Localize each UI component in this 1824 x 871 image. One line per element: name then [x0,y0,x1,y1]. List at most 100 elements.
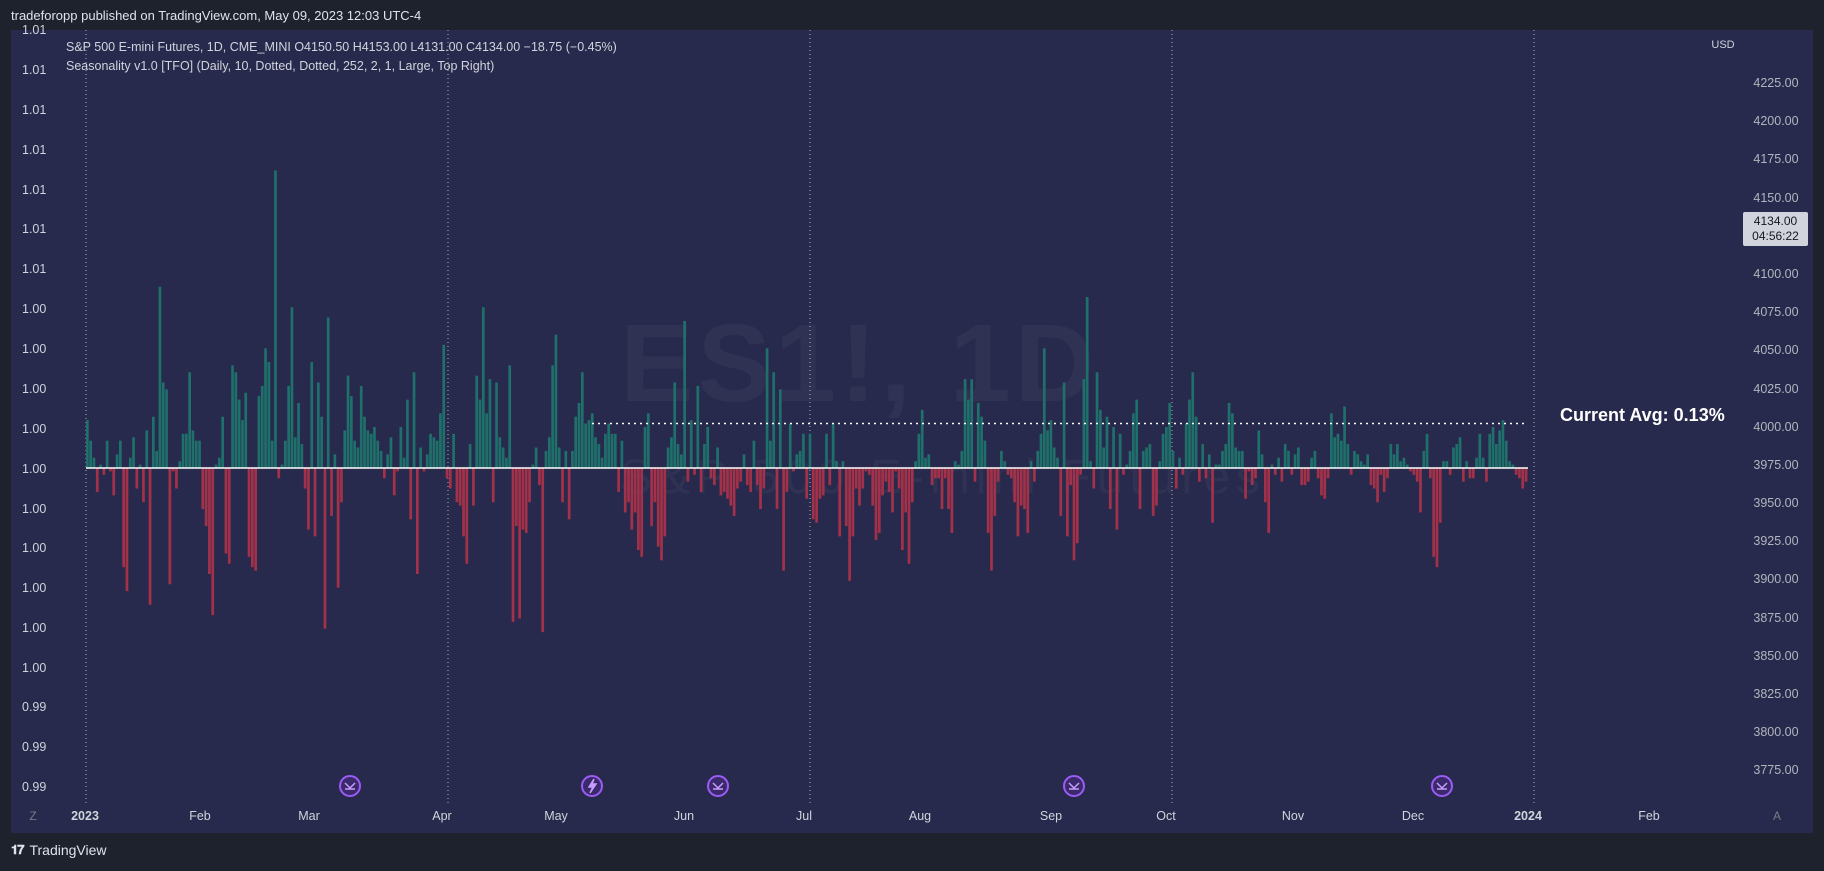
positive-bar [237,399,241,468]
negative-bar [1247,468,1251,472]
positive-bar [478,399,482,468]
positive-bar [300,444,304,468]
negative-bar [1448,468,1452,475]
left-axis-label: 1.00 [22,382,46,396]
positive-bar [960,450,964,468]
positive-bar [604,433,607,468]
negative-bar [122,468,126,568]
positive-bar [825,433,828,468]
positive-bar [551,365,554,468]
negative-bar [125,468,129,592]
indicator-legend[interactable]: Seasonality v1.0 [TFO] (Daily, 10, Dotte… [66,59,495,73]
positive-bar [1178,457,1181,468]
dividend-icon[interactable] [1431,775,1453,797]
negative-bar [792,468,795,472]
price-axis-label: 4100.00 [1753,267,1798,281]
positive-bar [1363,464,1366,468]
negative-bar [1386,468,1389,479]
positive-bar [1036,450,1040,468]
event-markers[interactable] [339,775,1453,797]
chart-legend[interactable]: S&P 500 E-mini Futures, 1D, CME_MINI O41… [66,38,617,76]
timezone-toggle[interactable]: Z [29,809,36,823]
left-axis-label: 1.01 [22,222,46,236]
negative-bar [877,468,881,533]
positive-bar [673,382,677,468]
negative-bar [838,468,842,537]
positive-bar [1148,444,1152,468]
negative-bar [1280,468,1284,482]
price-axis[interactable]: USD 4225.00 4200.00 4175.00 4150.00 4100.00 40… [1711,39,1798,777]
dividend-icon[interactable] [1063,775,1085,797]
negative-bar [567,468,571,520]
positive-bar [1330,413,1333,468]
positive-bar [1478,433,1482,468]
negative-bar [1155,468,1158,506]
negative-bar [640,468,644,557]
negative-bar [1204,468,1208,479]
positive-bar [1214,464,1218,468]
currency-label[interactable]: USD [1711,39,1734,51]
negative-bar [1521,468,1525,489]
positive-bar [1128,450,1132,468]
positive-bar [274,170,277,468]
positive-bar [267,361,271,468]
price-axis-label: 4025.00 [1753,382,1798,396]
tradingview-logo[interactable]: 𝟏𝟕 TradingView [11,842,107,858]
negative-bar [1376,468,1379,503]
time-axis-label: Feb [1638,809,1660,823]
negative-bar [1518,468,1521,479]
left-axis-label: 1.01 [22,63,46,77]
positive-bar [1491,426,1495,468]
positive-bar [557,447,561,468]
positive-bar [1194,416,1198,468]
symbol-legend[interactable]: S&P 500 E-mini Futures, 1D, CME_MINI O41… [66,40,617,54]
time-axis-label: Mar [298,809,320,823]
positive-bar [765,348,769,468]
positive-bar [1452,447,1455,468]
negative-bar [409,468,413,520]
negative-bar [208,468,211,575]
negative-bar [719,468,723,496]
auto-scale-toggle[interactable]: A [1773,809,1781,823]
current-price: 4134.00 [1753,214,1798,228]
negative-bar [653,468,657,503]
time-axis-label: May [544,809,568,823]
positive-bar [119,440,122,468]
positive-bar [1165,426,1168,468]
negative-bar [986,468,990,533]
time-axis-label: Jul [796,809,812,823]
positive-bar [917,433,921,468]
positive-bar [1405,464,1409,468]
negative-bar [1306,468,1310,482]
positive-bar [161,382,165,468]
negative-bar [656,468,660,547]
positive-bar [980,416,983,468]
positive-bar [957,464,960,468]
negative-bar [1429,468,1432,479]
price-axis-label: 4075.00 [1753,305,1798,319]
positive-bar [967,399,970,468]
positive-bar [788,423,792,468]
positive-bar [425,454,429,468]
negative-bar [1320,468,1323,496]
negative-bar [211,468,215,616]
positive-bar [264,348,267,468]
dividend-icon[interactable] [339,775,361,797]
positive-bar [310,361,314,468]
positive-bar [293,437,297,468]
positive-bar [1297,447,1300,468]
negative-bar [1300,468,1304,486]
negative-bar [736,468,739,489]
negative-bar [637,468,640,551]
negative-bar [330,468,333,516]
dividend-icon[interactable] [707,775,729,797]
time-axis[interactable]: 2023 Feb Mar Apr May Jun Jul Aug Sep Oct Nov Dec 202… [29,809,1781,823]
negative-bar [227,468,231,564]
negative-bar [851,468,855,537]
negative-bar [168,468,172,585]
negative-bar [1303,468,1307,486]
positive-bar [802,433,805,468]
negative-bar [848,468,851,581]
earnings-icon[interactable] [581,775,603,797]
